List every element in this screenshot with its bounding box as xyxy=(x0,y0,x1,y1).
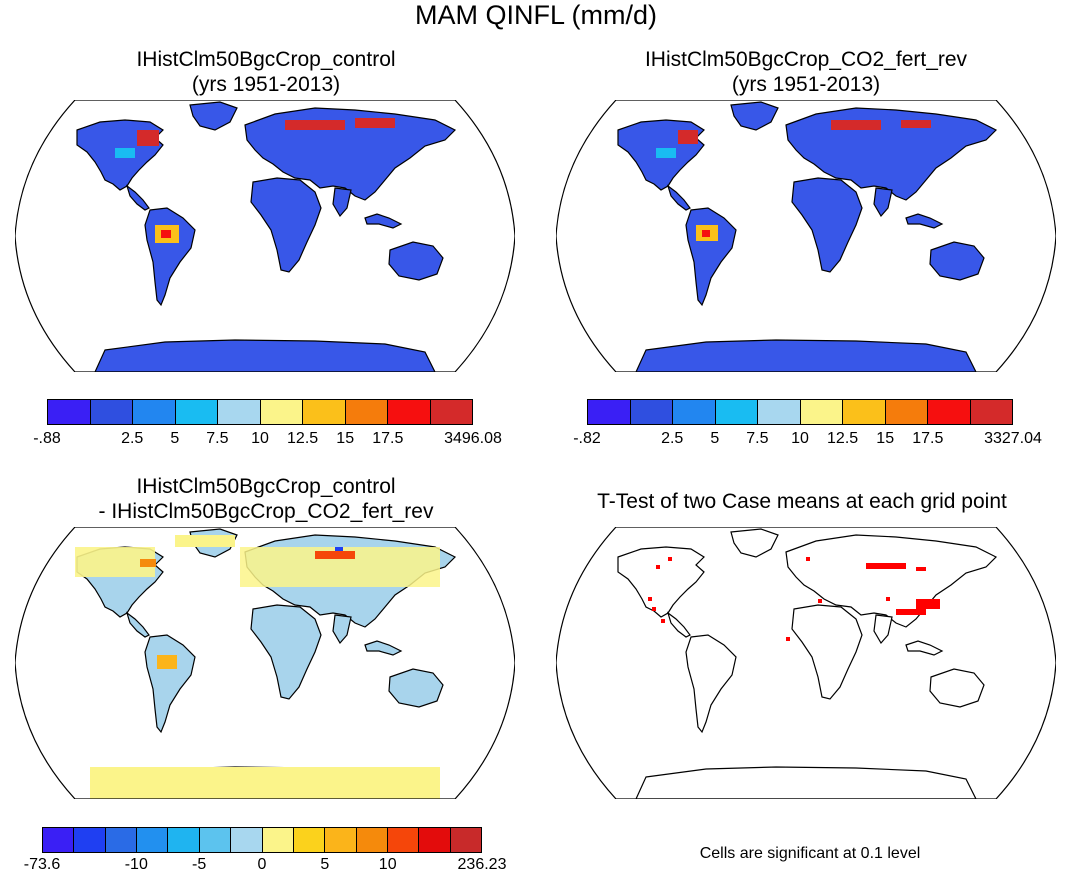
panel-1-title-line2: (yrs 1951-2013) xyxy=(191,73,341,96)
colorbar-box xyxy=(133,400,176,424)
figure-title: MAM QINFL (mm/d) xyxy=(415,0,657,30)
colorbar-tick-label: 7.5 xyxy=(206,430,229,447)
colorbar-box xyxy=(303,400,346,424)
colorbar-tick-label: 17.5 xyxy=(912,430,944,447)
colorbar-box xyxy=(231,828,263,852)
colorbar-box xyxy=(673,400,716,424)
colorbar-tick-label: 12.5 xyxy=(287,430,319,447)
colorbar-tick-label: 3496.08 xyxy=(444,430,502,447)
panel-2-title: IHistClm50BgcCrop_CO2_fert_rev (yrs 1951… xyxy=(546,47,1066,97)
significance-note: Cells are significant at 0.1 level xyxy=(699,845,921,862)
panel-1-title: IHistClm50BgcCrop_control (yrs 1951-2013… xyxy=(6,47,526,97)
colorbar-tick-label: 5 xyxy=(170,430,180,447)
colorbar-box xyxy=(175,400,218,424)
colorbar-box xyxy=(48,400,91,424)
colorbar-box xyxy=(199,828,232,852)
colorbar-tick-label: 5 xyxy=(710,430,720,447)
colorbar-box xyxy=(325,828,357,852)
panel-2-map-outline xyxy=(556,100,1056,372)
colorbar-box xyxy=(630,400,673,424)
colorbar-box xyxy=(758,400,801,424)
colorbar-box xyxy=(74,828,106,852)
colorbar-tick-label: -.82 xyxy=(573,430,601,447)
panel-3-title-line1: IHistClm50BgcCrop_control xyxy=(136,475,396,498)
colorbar-tick-label: -.88 xyxy=(33,430,61,447)
panel-1-colorbar-labels: -.88 2.5 5 7.5 10 12.5 15 17.5 3496.08 xyxy=(0,430,520,450)
colorbar-tick-label: -5 xyxy=(192,856,207,873)
colorbar-box xyxy=(928,400,971,424)
colorbar-box xyxy=(588,400,631,424)
panel-2-hotspots xyxy=(656,120,931,241)
colorbar-tick-label: 2.5 xyxy=(121,430,144,447)
panel-2-colorbar xyxy=(587,399,1013,425)
colorbar-box xyxy=(843,400,886,424)
panel-4-title: T-Test of two Case means at each grid po… xyxy=(532,489,1072,514)
panel-3-colorbar xyxy=(42,827,482,853)
colorbar-tick-label: 10 xyxy=(791,430,809,447)
colorbar-box xyxy=(262,828,294,852)
panel-1-title-line1: IHistClm50BgcCrop_control xyxy=(136,48,396,71)
colorbar-tick-label: 15 xyxy=(876,430,895,447)
panel-2-map xyxy=(556,100,1056,372)
colorbar-box xyxy=(388,400,431,424)
colorbar-box xyxy=(430,400,472,424)
colorbar-tick-label: -73.6 xyxy=(23,856,61,873)
panel-1-hotspots xyxy=(115,118,395,243)
colorbar-box xyxy=(970,400,1012,424)
colorbar-box xyxy=(345,400,388,424)
colorbar-box xyxy=(105,828,138,852)
colorbar-box xyxy=(356,828,388,852)
colorbar-tick-label: 10 xyxy=(378,856,397,873)
colorbar-box xyxy=(168,828,200,852)
colorbar-box xyxy=(137,828,169,852)
panel-1-land xyxy=(76,101,456,372)
colorbar-box xyxy=(885,400,928,424)
panel-2-title-line1: IHistClm50BgcCrop_CO2_fert_rev xyxy=(644,48,968,71)
colorbar-box xyxy=(715,400,758,424)
panel-3-map-outline xyxy=(15,527,515,799)
colorbar-tick-label: 236.23 xyxy=(457,856,507,873)
colorbar-box xyxy=(218,400,261,424)
colorbar-tick-label: 17.5 xyxy=(372,430,404,447)
colorbar-tick-label: 0 xyxy=(257,856,267,873)
panel-4-significant-cells xyxy=(648,557,940,641)
colorbar-tick-label: 12.5 xyxy=(827,430,859,447)
colorbar-tick-label: 5 xyxy=(320,856,330,873)
colorbar-box xyxy=(260,400,303,424)
colorbar-box xyxy=(90,400,133,424)
colorbar-tick-label: 10 xyxy=(251,430,269,447)
panel-4-map-outline xyxy=(556,527,1056,799)
colorbar-tick-label: 15 xyxy=(336,430,355,447)
colorbar-box xyxy=(419,828,451,852)
panel-4-map xyxy=(556,527,1056,799)
colorbar-tick-label: 7.5 xyxy=(746,430,769,447)
panel-3-title-line2: - IHistClm50BgcCrop_CO2_fert_rev xyxy=(98,500,434,523)
colorbar-tick-label: -10 xyxy=(124,856,148,873)
panel-1-map-outline xyxy=(15,100,515,372)
colorbar-box xyxy=(387,828,420,852)
panel-2-land xyxy=(617,101,997,372)
panel-3-title: IHistClm50BgcCrop_control - IHistClm50Bg… xyxy=(6,474,526,524)
panel-4-land xyxy=(617,528,997,799)
colorbar-box xyxy=(450,828,482,852)
colorbar-box xyxy=(293,828,326,852)
colorbar-tick-label: 3327.04 xyxy=(984,430,1042,447)
panel-4-title-line1: T-Test of two Case means at each grid po… xyxy=(597,490,1007,513)
panel-3-map xyxy=(15,527,515,799)
panel-2-title-line2: (yrs 1951-2013) xyxy=(731,73,881,96)
colorbar-tick-label: 2.5 xyxy=(661,430,684,447)
colorbar-box xyxy=(43,828,75,852)
panel-3-colorbar-labels: -73.6 -10 -5 0 5 10 236.23 xyxy=(0,856,530,874)
panel-2-colorbar-labels: -.82 2.5 5 7.5 10 12.5 15 17.5 3327.04 xyxy=(540,430,1072,450)
panel-1-map xyxy=(15,100,515,372)
panel-3-hotspots xyxy=(75,535,440,799)
panel-1-colorbar xyxy=(47,399,473,425)
colorbar-box xyxy=(800,400,843,424)
